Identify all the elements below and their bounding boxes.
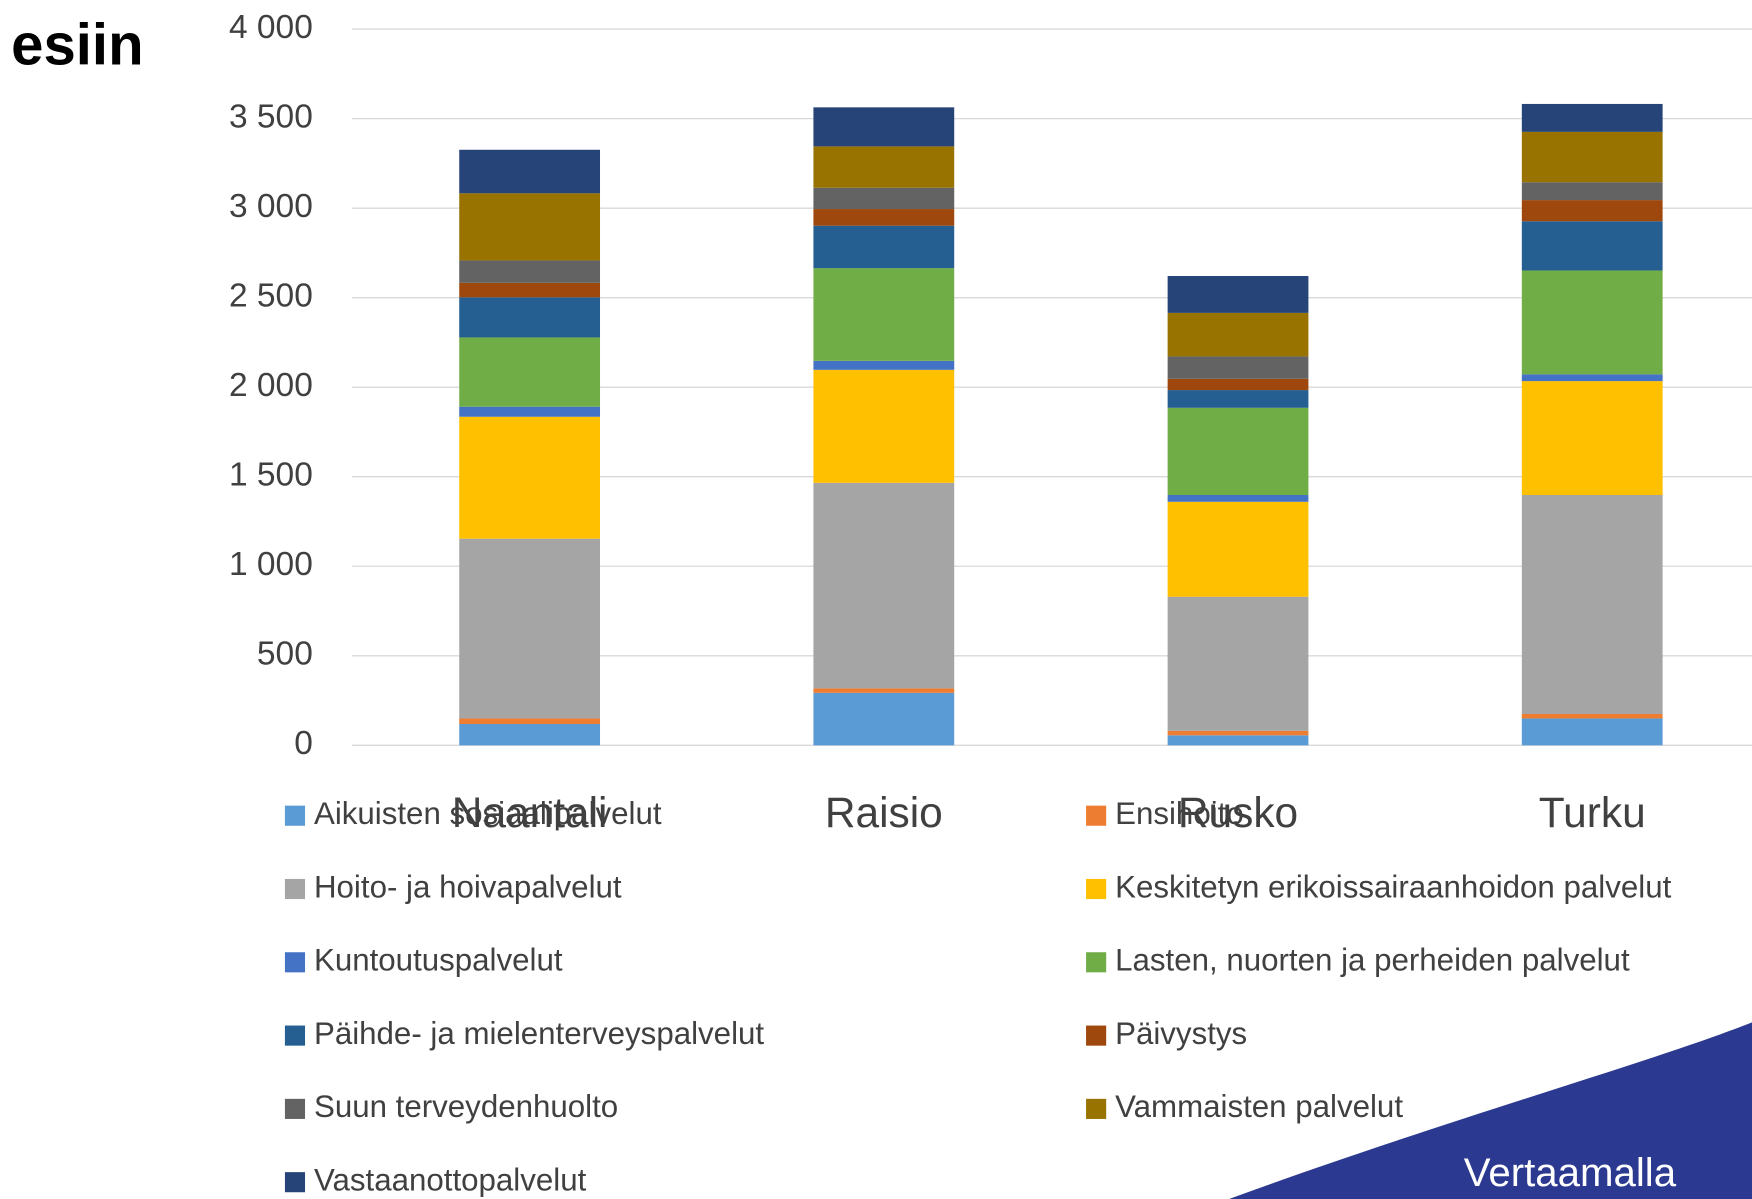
legend-swatch xyxy=(1086,1025,1107,1046)
x-tick-label: Turku xyxy=(1539,789,1646,836)
bar-segment xyxy=(813,187,955,210)
bar-segment xyxy=(1521,494,1663,714)
bar-segment xyxy=(813,688,955,693)
x-tick-label: Rusko xyxy=(1178,789,1298,836)
bar-segment xyxy=(1167,730,1309,736)
legend-label: Ensihoito xyxy=(1115,796,1244,831)
page-title: esiin xyxy=(11,13,143,78)
bar-segment xyxy=(813,482,955,689)
bar-segment xyxy=(1167,735,1309,746)
y-tick-label: 0 xyxy=(294,725,313,762)
legend-label: Päivystys xyxy=(1115,1016,1247,1051)
bar-segment xyxy=(459,282,601,298)
bar-segment xyxy=(813,268,955,361)
legend-label: Suun terveydenhuolto xyxy=(314,1089,618,1124)
bar-segment xyxy=(459,297,601,338)
bar-segment xyxy=(813,146,955,188)
legend-swatch xyxy=(1086,1098,1107,1119)
bar-segment xyxy=(1521,718,1663,746)
bar-segment xyxy=(1521,221,1663,271)
legend-label: Vammaisten palvelut xyxy=(1115,1089,1403,1124)
legend-label: Keskitetyn erikoissairaanhoidon palvelut xyxy=(1115,869,1671,904)
legend-label: Kuntoutuspalvelut xyxy=(314,943,563,978)
bar-segment xyxy=(459,538,601,719)
footer-text: Vertaamalla xyxy=(1464,1150,1677,1195)
bar-segment xyxy=(1521,200,1663,222)
y-tick-label: 2 500 xyxy=(229,278,313,315)
bar-segment xyxy=(1521,131,1663,183)
bar-segment xyxy=(813,107,955,147)
legend-swatch xyxy=(1086,952,1107,973)
legend-swatch xyxy=(284,805,306,826)
bar-segment xyxy=(813,692,955,746)
legend-swatch xyxy=(284,952,306,973)
bar-segment xyxy=(813,369,955,483)
bar-segment xyxy=(459,193,601,261)
bar-segment xyxy=(459,718,601,725)
y-tick-label: 500 xyxy=(257,636,313,673)
legend-swatch xyxy=(284,1025,306,1046)
bar-segment xyxy=(1521,270,1663,375)
bar-segment xyxy=(1521,713,1663,719)
legend-label: Lasten, nuorten ja perheiden palvelut xyxy=(1115,943,1630,978)
bar-segment xyxy=(459,260,601,283)
bar-segment xyxy=(1167,390,1309,408)
y-tick-label: 1 500 xyxy=(229,457,313,494)
bar-segment xyxy=(1521,182,1663,201)
bar-segment xyxy=(1167,494,1309,502)
decoration-swoosh xyxy=(1229,1022,1752,1199)
bar-segment xyxy=(1167,356,1309,379)
legend-label: Vastaanottopalvelut xyxy=(314,1162,587,1197)
bar-segment xyxy=(813,225,955,269)
bar-segment xyxy=(459,724,601,746)
y-tick-label: 2 000 xyxy=(229,367,313,404)
bar-segment xyxy=(1167,407,1309,495)
legend-label: Päihde- ja mielenterveyspalvelut xyxy=(314,1016,764,1051)
bar-segment xyxy=(459,337,601,407)
bar-segment xyxy=(1167,276,1309,313)
bar-segment xyxy=(1167,378,1309,391)
x-tick-label: Naantali xyxy=(452,789,608,836)
legend-swatch xyxy=(284,878,306,900)
legend-label: Hoito- ja hoivapalvelut xyxy=(314,869,622,904)
bar-segment xyxy=(1167,312,1309,357)
y-tick-label: 3 500 xyxy=(229,98,313,135)
y-tick-label: 1 000 xyxy=(229,546,313,583)
bar-segment xyxy=(1521,374,1663,382)
legend-swatch xyxy=(284,1172,306,1193)
bar-segment xyxy=(459,416,601,539)
bar-segment xyxy=(459,149,601,194)
legend-swatch xyxy=(1086,878,1107,900)
bar-segment xyxy=(1521,103,1663,132)
bar-segment xyxy=(459,406,601,417)
legend-swatch xyxy=(284,1098,306,1119)
bar-segment xyxy=(1167,501,1309,597)
bar-segment xyxy=(813,360,955,370)
y-tick-label: 4 000 xyxy=(229,9,313,46)
y-tick-label: 3 000 xyxy=(229,188,313,225)
bar-segment xyxy=(1167,596,1309,731)
legend-swatch xyxy=(1086,805,1107,826)
x-tick-label: Raisio xyxy=(825,789,943,836)
legend-label: Aikuisten sosiaalipalvelut xyxy=(314,796,662,831)
bar-segment xyxy=(1521,381,1663,495)
bar-segment xyxy=(813,209,955,226)
